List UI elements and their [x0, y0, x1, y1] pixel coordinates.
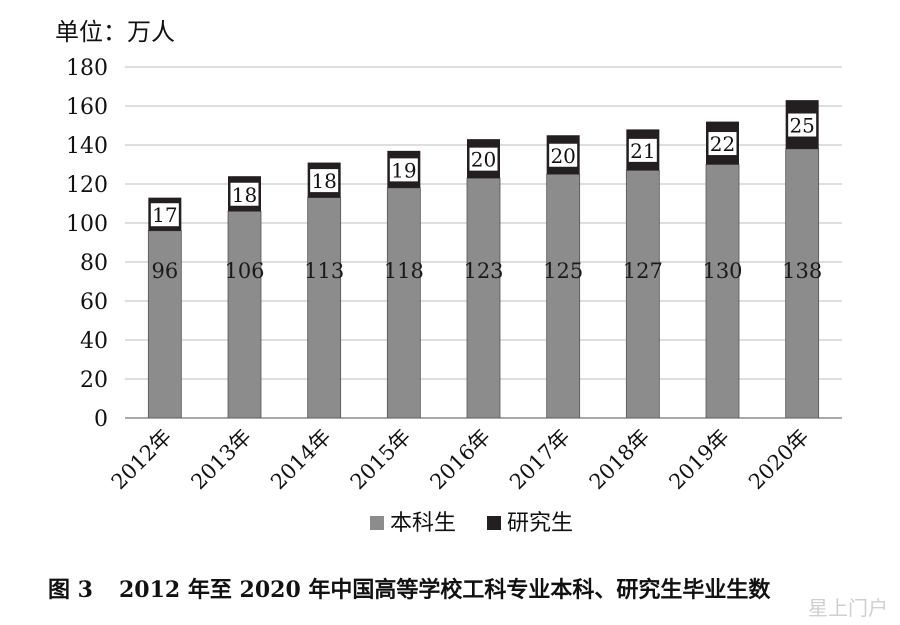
x-tick-label: 2015年 [346, 425, 416, 495]
figure-number: 图 3 [48, 577, 93, 603]
unit-label: 单位：万人 [55, 18, 175, 46]
x-tick-label: 2012年 [107, 425, 177, 495]
bar-undergraduate [307, 197, 342, 419]
data-label-undergraduate: 123 [463, 259, 503, 283]
data-label-undergraduate: 106 [224, 259, 264, 283]
data-label-undergraduate: 138 [782, 259, 822, 283]
x-tick-label: 2013年 [186, 425, 256, 495]
bar-undergraduate [227, 210, 262, 419]
bar-undergraduate [466, 177, 501, 419]
data-label-graduate: 19 [391, 158, 416, 182]
y-tick-label: 80 [80, 251, 108, 276]
bar-undergraduate [386, 187, 421, 419]
x-tick-label: 2017年 [505, 425, 575, 495]
y-tick-label: 160 [66, 95, 108, 120]
bar-undergraduate [147, 230, 182, 419]
data-label-undergraduate: 127 [623, 259, 663, 283]
legend-label-graduate: 研究生 [507, 511, 573, 536]
bar-undergraduate [546, 173, 581, 419]
data-label-box [150, 203, 179, 227]
y-tick-label: 140 [66, 134, 108, 159]
data-label-box [708, 132, 737, 156]
figure-caption: 图 3 2012 年至 2020 年中国高等学校工科专业本科、研究生毕业生数 [48, 572, 770, 604]
stacked-bar-chart: 0 20 40 60 80 100 120 140 160 180 96 17 2012年 106 18 20… [66, 56, 842, 536]
bar-undergraduate [785, 148, 820, 419]
bar-undergraduate [705, 164, 740, 419]
data-label-box [788, 113, 817, 137]
data-label-graduate: 22 [710, 132, 735, 156]
x-tick-label: 2014年 [266, 425, 336, 495]
data-label-undergraduate: 118 [384, 259, 424, 283]
y-tick-label: 60 [80, 290, 108, 315]
data-label-graduate: 20 [471, 148, 496, 172]
data-label-box [310, 169, 339, 193]
legend-label-undergraduate: 本科生 [390, 511, 456, 536]
data-label-graduate: 17 [152, 203, 177, 227]
legend-swatch-graduate [487, 516, 501, 530]
y-tick-label: 120 [66, 173, 108, 198]
data-label-box [389, 158, 418, 182]
data-label-box [628, 138, 657, 162]
watermark: 星上门户 [808, 596, 888, 620]
data-label-graduate: 18 [232, 183, 257, 207]
data-label-graduate: 18 [311, 169, 336, 193]
data-label-graduate: 25 [789, 114, 814, 138]
x-tick-label: 2016年 [425, 425, 495, 495]
y-tick-label: 40 [80, 329, 108, 354]
data-label-box [549, 143, 578, 167]
x-tick-label: 2020年 [744, 425, 814, 495]
y-tick-label: 20 [80, 368, 108, 393]
x-tick-label: 2018年 [585, 425, 655, 495]
data-label-box [230, 182, 259, 206]
data-label-graduate: 20 [550, 144, 575, 168]
data-label-box [469, 147, 498, 171]
data-label-undergraduate: 125 [543, 259, 583, 283]
legend-swatch-undergraduate [370, 516, 384, 530]
data-label-graduate: 21 [630, 139, 655, 163]
y-tick-label: 100 [66, 212, 108, 237]
y-tick-label: 180 [66, 56, 108, 81]
x-tick-label: 2019年 [664, 425, 734, 495]
data-label-undergraduate: 113 [304, 259, 344, 283]
y-tick-label: 0 [94, 407, 108, 432]
bar-undergraduate [625, 169, 660, 419]
data-label-undergraduate: 96 [151, 259, 178, 283]
figure-caption-text: 2012 年至 2020 年中国高等学校工科专业本科、研究生毕业生数 [118, 577, 771, 603]
data-label-undergraduate: 130 [702, 259, 742, 283]
